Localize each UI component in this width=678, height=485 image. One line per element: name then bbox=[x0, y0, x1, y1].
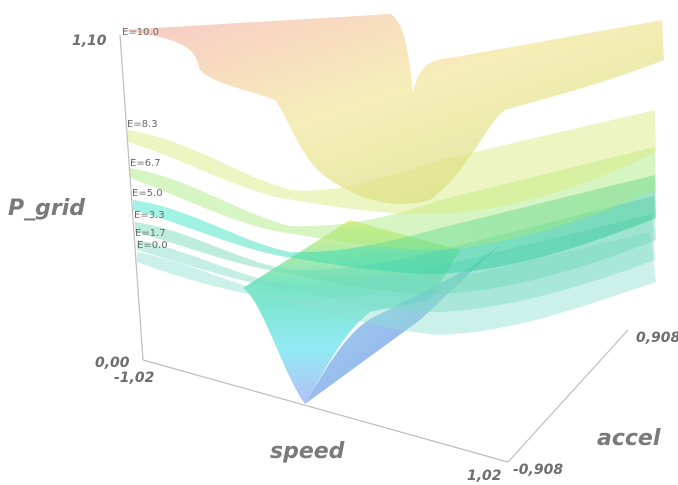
z-min-tick: 0,00 bbox=[95, 355, 130, 371]
x-min-tick: -1,02 bbox=[114, 370, 154, 386]
surface-e-8.3 bbox=[128, 110, 656, 215]
surface-e-6.7 bbox=[130, 147, 656, 250]
surface-labels: E=10.0 E=8.3 E=6.7 E=5.0 E=3.3 E=1.7 E=0… bbox=[122, 27, 168, 251]
surface-e-3.3 bbox=[135, 196, 656, 294]
z-axis-title: P_grid bbox=[8, 196, 85, 221]
label-e10: E=10.0 bbox=[122, 27, 159, 38]
y-min-tick: -0,908 bbox=[513, 462, 563, 478]
y-axis-title: accel bbox=[597, 426, 661, 451]
surface-e-0 bbox=[137, 232, 656, 335]
axes bbox=[119, 34, 629, 463]
y-axis-line bbox=[507, 329, 629, 463]
surface-e-10 bbox=[122, 14, 664, 204]
y-max-tick: 0,908 bbox=[636, 330, 678, 346]
axis-titles: P_grid speed accel bbox=[8, 196, 661, 464]
z-axis-line bbox=[119, 34, 144, 361]
surfaces bbox=[122, 14, 664, 404]
x-axis-line bbox=[142, 359, 509, 463]
x-axis-title: speed bbox=[270, 439, 345, 464]
label-e8-3: E=8.3 bbox=[127, 119, 158, 130]
well-side bbox=[305, 245, 500, 404]
label-e3-3: E=3.3 bbox=[134, 210, 165, 221]
label-e6-7: E=6.7 bbox=[130, 158, 161, 169]
label-e1-7: E=1.7 bbox=[135, 228, 166, 239]
label-e0-0: E=0.0 bbox=[137, 240, 168, 251]
x-max-tick: 1,02 bbox=[467, 468, 502, 484]
tick-labels: 1,10 0,00 -1,02 1,02 -0,908 0,908 bbox=[72, 33, 678, 484]
label-e5-0: E=5.0 bbox=[132, 188, 163, 199]
surface-e-5.0 bbox=[133, 175, 656, 274]
surface-e-1.7 bbox=[137, 214, 655, 312]
z-max-tick: 1,10 bbox=[72, 33, 107, 49]
